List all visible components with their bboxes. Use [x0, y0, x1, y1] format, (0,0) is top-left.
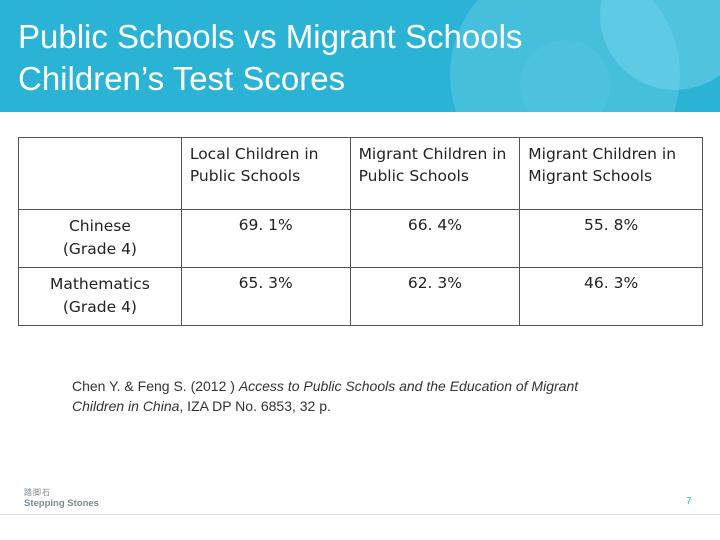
row-label: Mathematics (Grade 4)	[18, 267, 182, 326]
header-cell-empty	[18, 137, 182, 210]
decorative-bubble	[520, 40, 610, 112]
row-label-line: Chinese	[68, 217, 131, 235]
header-cell: Migrant Children in Migrant Schools	[519, 137, 703, 210]
slide-title: Public Schools vs Migrant Schools Childr…	[18, 16, 522, 100]
row-label-line: Mathematics	[49, 275, 150, 293]
header-cell: Local Children in Public Schools	[180, 137, 351, 210]
table-row: Chinese (Grade 4) 69. 1% 66. 4% 55. 8%	[18, 209, 703, 268]
table-cell: 69. 1%	[180, 209, 351, 268]
page-number: 7	[686, 496, 692, 507]
stepping-stones-logo: 踏脚石 Stepping Stones	[24, 488, 99, 510]
table-header-row: Local Children in Public Schools Migrant…	[18, 137, 703, 210]
citation-authors: Chen Y. & Feng S. (2012 )	[72, 378, 239, 394]
table-cell: 55. 8%	[519, 209, 703, 268]
header-cell: Migrant Children in Public Schools	[349, 137, 521, 210]
table-row: Mathematics (Grade 4) 65. 3% 62. 3% 46. …	[18, 267, 703, 326]
table-cell: 66. 4%	[349, 209, 521, 268]
row-label-line: (Grade 4)	[62, 240, 137, 258]
citation-title: Access to Public Schools and the Educati…	[72, 378, 579, 414]
test-scores-table: Local Children in Public Schools Migrant…	[18, 137, 703, 326]
table-cell: 62. 3%	[349, 267, 521, 326]
row-label: Chinese (Grade 4)	[18, 209, 182, 268]
decorative-bubble	[450, 0, 680, 112]
logo-english-text: Stepping Stones	[24, 498, 99, 509]
title-line-1: Public Schools vs Migrant Schools	[18, 18, 523, 55]
table-cell: 65. 3%	[180, 267, 351, 326]
table-cell: 46. 3%	[519, 267, 703, 326]
logo-chinese-text: 踏脚石	[24, 488, 51, 497]
title-line-2: Children’s Test Scores	[18, 60, 346, 97]
header-band: Public Schools vs Migrant Schools Childr…	[0, 0, 720, 112]
row-label-line: (Grade 4)	[62, 298, 137, 316]
footer-divider	[0, 514, 720, 515]
citation: Chen Y. & Feng S. (2012 ) Access to Publ…	[72, 376, 632, 416]
citation-source: , IZA DP No. 6853, 32 p.	[179, 398, 331, 414]
